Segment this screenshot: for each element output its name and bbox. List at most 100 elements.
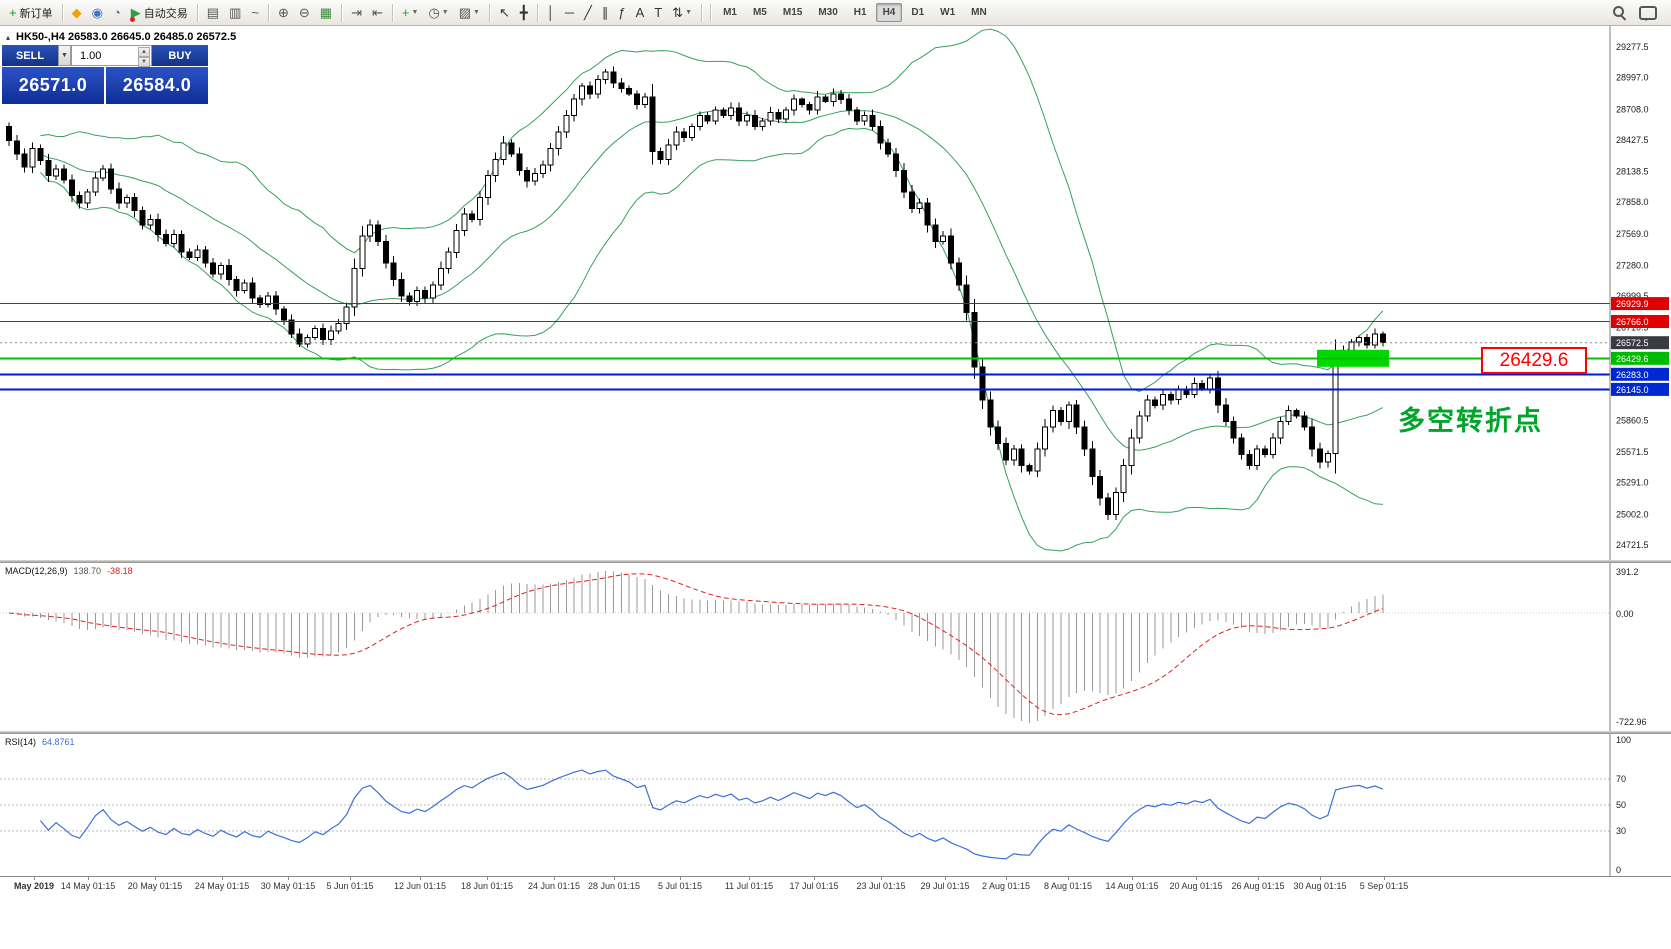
indicators-button[interactable]: + ▼ (398, 3, 423, 23)
time-axis-label: 30 Aug 01:15 (1293, 881, 1347, 891)
mql5-icon[interactable]: ◆ (68, 3, 86, 23)
panel-separator[interactable] (0, 560, 1671, 563)
svg-text:26572.5: 26572.5 (1616, 338, 1649, 348)
turning-point-label[interactable]: 多空转折点 (1398, 406, 1543, 436)
volume-input[interactable]: 1.00 ▲ ▼ (71, 45, 152, 67)
timeframe-m5-button[interactable]: M5 (752, 7, 767, 18)
dropdown-caret-icon[interactable]: ▼ (411, 9, 419, 16)
indicators-icon: + (401, 4, 410, 20)
time-axis-tick (814, 877, 815, 880)
svg-text:27280.0: 27280.0 (1616, 260, 1649, 270)
svg-text:28997.0: 28997.0 (1616, 73, 1649, 83)
text-button[interactable]: A (632, 3, 649, 23)
svg-text:70: 70 (1616, 774, 1626, 784)
toolbar: + 新订单 ◆ ◉ ◔ ▶ 自动交易 ▤ ▥ ~ ⊕ ⊖ ▦ ⇥ ⇤ + ▼ ◷ ▼ ▨ ▼ ↖ ╋ │ ─ ╱ ∥ ƒ A T ⇅ ▼ M1… (0, 0, 1671, 26)
dropdown-caret-icon[interactable]: ▼ (473, 9, 480, 16)
timeframe-h1-button[interactable]: H1 (853, 7, 867, 18)
time-axis[interactable]: May 2019 14 May 01:15 20 May 01:15 24 May 0… (0, 876, 1671, 895)
periods-button[interactable]: ◷ ▼ (424, 3, 452, 23)
horizontal-level-lines[interactable] (0, 303, 1610, 391)
time-axis-label: 20 May 01:15 (127, 881, 183, 891)
svg-text:25291.0: 25291.0 (1616, 478, 1649, 488)
rsi-line (39, 769, 1384, 860)
toolbar-separator (391, 3, 393, 22)
timeframe-w1-button[interactable]: W1 (940, 7, 956, 18)
templates-button[interactable]: ▨ ▼ (455, 3, 484, 23)
time-axis-tick (88, 877, 89, 880)
crosshair-button[interactable]: ╋ (516, 3, 532, 23)
horizontal-line-button[interactable]: ─ (561, 3, 578, 23)
new-order-button[interactable]: + 新订单 (5, 3, 57, 23)
dropdown-caret-icon[interactable]: ▼ (441, 9, 449, 16)
toolbar-separator (488, 3, 490, 22)
volume-up-button[interactable]: ▲ (138, 47, 150, 57)
svg-text:26999.5: 26999.5 (1616, 291, 1649, 301)
svg-text:26929.9: 26929.9 (1616, 299, 1649, 309)
time-axis-tick (222, 877, 223, 880)
time-axis-tick (487, 877, 488, 880)
svg-text:27858.0: 27858.0 (1616, 197, 1649, 207)
community-icon[interactable]: ◉ (88, 3, 107, 23)
price-annotation-box[interactable]: 26429.6 (1481, 347, 1587, 374)
timeframe-h4-button[interactable]: H4 (875, 3, 903, 22)
channel-icon: ∥ (601, 4, 609, 20)
volume-down-button[interactable]: ▼ (138, 57, 150, 67)
macd-label: MACD(12,26,9) 138.70 -38.18 (5, 566, 133, 576)
auto-scroll-icon: ⇥ (351, 4, 362, 20)
timeframe-m1-button[interactable]: M1 (723, 7, 737, 18)
autotrading-icon: ▶ (130, 4, 141, 20)
horizontal-line-icon: ─ (564, 4, 575, 20)
arrows-button[interactable]: ⇅ ▼ (668, 3, 696, 23)
bar-chart-button[interactable]: ▤ (203, 3, 223, 23)
time-axis-label: 28 Jun 01:15 (587, 881, 641, 891)
periods-icon: ◷ (428, 4, 440, 20)
new-order-button-label: 新订单 (19, 7, 53, 20)
svg-text:26145.0: 26145.0 (1616, 385, 1649, 395)
timeframe-m30-button[interactable]: M30 (818, 7, 838, 18)
channel-button[interactable]: ∥ (598, 3, 613, 23)
cursor-button[interactable]: ↖ (495, 3, 514, 23)
candlestick-button[interactable]: ▥ (225, 3, 245, 23)
buy-button[interactable]: BUY (152, 45, 208, 66)
sell-button[interactable]: SELL (2, 45, 58, 66)
auto-scroll-button[interactable]: ⇥ (347, 3, 366, 23)
timeframe-mn-button[interactable]: MN (971, 7, 987, 18)
tile-windows-button[interactable]: ▦ (316, 3, 336, 23)
macd-indicator-panel[interactable]: 391.2 0.00 -722.96 (0, 563, 1671, 731)
vertical-line-button[interactable]: │ (543, 3, 559, 23)
time-axis-tick (749, 877, 750, 880)
chat-icon[interactable] (1639, 5, 1657, 21)
search-icon[interactable] (1612, 5, 1627, 20)
time-axis-label: 14 May 01:15 (60, 881, 116, 891)
time-axis-tick (155, 877, 156, 880)
timeframe-d1-button[interactable]: D1 (911, 7, 925, 18)
rsi-indicator-panel[interactable]: 100 70 50 30 0 (0, 734, 1671, 876)
sell-price-panel[interactable]: 26571.0 (2, 67, 104, 104)
new-order-icon: + (9, 4, 17, 20)
line-chart-button[interactable]: ~ (247, 3, 263, 23)
mql5-icon-icon: ◆ (71, 4, 82, 20)
dropdown-caret-icon[interactable]: ▼ (685, 9, 693, 16)
autotrading-button[interactable]: ▶ 自动交易 (127, 3, 192, 23)
label-button[interactable]: T (650, 3, 666, 23)
panel-separator[interactable] (0, 731, 1671, 734)
templates-icon: ▨ (458, 4, 472, 20)
trendline-button[interactable]: ╱ (580, 3, 596, 23)
collapse-panel-icon[interactable]: ▴ (6, 32, 11, 42)
toolbar-separator (710, 3, 712, 22)
market-icon[interactable]: ◔ (109, 3, 125, 23)
time-axis-label: 24 May 01:15 (194, 881, 250, 891)
timeframe-m15-button[interactable]: M15 (782, 7, 803, 18)
vertical-line-icon: │ (546, 4, 555, 20)
zoom-in-button[interactable]: ⊕ (274, 3, 293, 23)
volume-preset-dropdown[interactable]: ▼ (58, 45, 71, 66)
time-axis-label: 26 Aug 01:15 (1231, 881, 1285, 891)
price-axis[interactable]: 29277.5 28997.0 28708.0 28427.5 28138.5 27858… (1611, 42, 1669, 550)
svg-text:-722.96: -722.96 (1616, 717, 1647, 727)
buy-price-panel[interactable]: 26584.0 (106, 67, 208, 104)
chart-shift-button[interactable]: ⇤ (368, 3, 387, 23)
main-price-chart[interactable]: 29277.5 28997.0 28708.0 28427.5 28138.5 27858… (0, 26, 1671, 560)
fibonacci-button[interactable]: ƒ (614, 3, 629, 23)
zoom-out-button[interactable]: ⊖ (295, 3, 314, 23)
